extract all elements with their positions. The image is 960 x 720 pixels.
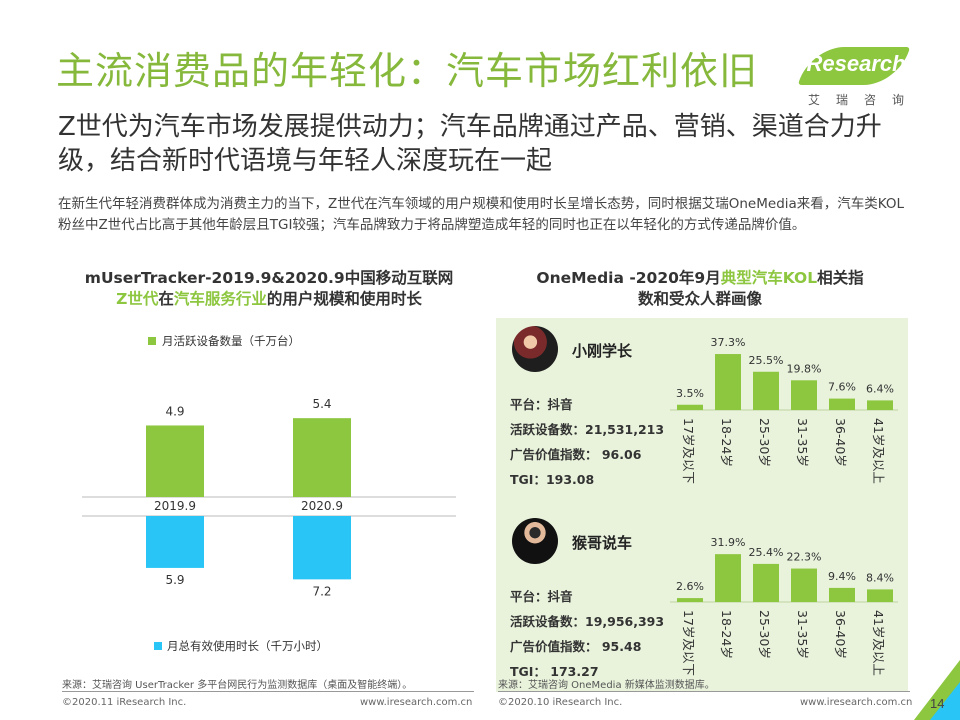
x-tick-label-2020.9: 2020.9: [301, 499, 343, 513]
bar-usage-hours-2019.9: [146, 516, 204, 568]
kol-age-tick-label-3: 31-35岁: [795, 610, 810, 659]
right-title-text-1: OneMedia -2020年9月: [536, 269, 721, 287]
legend-label-active-devices: 月活跃设备数量（千万台）: [162, 334, 300, 348]
kol-2-tgi: TGI： 173.27: [510, 664, 599, 679]
left-title-highlight-1: Z世代: [116, 290, 159, 308]
kol-1-name: 小刚学长: [572, 342, 633, 360]
kol-bar-value-label-3: 19.8%: [787, 362, 822, 375]
kol-age-tick-label-4: 36-40岁: [833, 418, 848, 467]
kol-1-age-bar-chart: 3.5% 17岁及以下 37.3% 18-24岁 25.5% 25-30岁 19.8% 31-…: [670, 336, 898, 484]
data-label-active-devices-2020.9: 5.4: [312, 397, 331, 411]
logo-wordmark: iResearch: [800, 51, 906, 76]
kol-age-tick-label-1: 18-24岁: [719, 418, 734, 467]
left-footer-divider: [62, 691, 474, 692]
data-label-usage-hours-2019.9: 5.9: [165, 573, 184, 587]
kol-bar-4: [829, 398, 855, 410]
bar-active-devices-2019.9: [146, 425, 204, 497]
right-title-text-2: 相关指: [817, 269, 864, 287]
left-title-highlight-2: 汽车服务行业: [173, 290, 267, 308]
kol-age-tick-label-1: 18-24岁: [719, 610, 734, 659]
kol-age-tick-label-0: 17岁及以下: [681, 610, 696, 676]
right-copyright: ©2020.10 iResearch Inc.: [498, 697, 623, 708]
kol-bar-5: [867, 400, 893, 410]
right-chart-title: OneMedia -2020年9月典型汽车KOL相关指 数和受众人群画像: [490, 268, 910, 310]
data-label-usage-hours-2020.9: 7.2: [312, 584, 331, 598]
kol-bar-value-label-4: 7.6%: [828, 381, 856, 394]
kol-bar-2: [753, 371, 779, 410]
bar-usage-hours-2020.9: [293, 516, 351, 580]
kol-age-tick-label-2: 25-30岁: [757, 418, 772, 467]
kol-bar-value-label-0: 3.5%: [676, 387, 704, 400]
kol-bar-0: [677, 404, 703, 410]
kol-age-tick-label-2: 25-30岁: [757, 610, 772, 659]
page-title: 主流消费品的年轻化：汽车市场红利依旧: [56, 49, 759, 93]
kol-2-ad-index: 广告价值指数： 95.48: [510, 639, 642, 654]
kol-1-platform: 平台：抖音: [510, 397, 573, 412]
right-source-note: 来源：艾瑞咨询 OneMedia 新媒体监测数据库。: [498, 680, 715, 691]
right-chart-title-line1: OneMedia -2020年9月典型汽车KOL相关指: [490, 268, 910, 289]
corner-decoration: [914, 660, 960, 720]
kol-2-age-bar-chart: 2.6% 17岁及以下 31.9% 18-24岁 25.4% 25-30岁 22.3% 31-…: [670, 536, 898, 676]
left-chart-title: mUserTracker-2019.9&2020.9中国移动互联网 Z世代在汽车…: [64, 268, 474, 310]
legend-label-usage-hours: 月总有效使用时长（千万小时）: [167, 639, 328, 653]
kol-2-devices: 活跃设备数：19,956,393: [510, 614, 665, 629]
kol-2-avatar: [512, 518, 558, 564]
kol-2-name: 猴哥说车: [572, 534, 633, 552]
kol-1-avatar: [512, 326, 558, 372]
left-website: www.iresearch.com.cn: [360, 697, 473, 708]
iresearch-logo: iResearch 艾瑞咨询: [794, 47, 912, 117]
kol-bar-4: [829, 587, 855, 602]
legend-swatch-usage-hours: [154, 642, 162, 650]
kol-bar-value-label-5: 6.4%: [866, 382, 894, 395]
left-source-note: 来源：艾瑞咨询 UserTracker 多平台网民行为监测数据库（桌面及智能终端…: [62, 680, 413, 691]
legend-swatch-active-devices: [148, 337, 156, 345]
kol-2-platform: 平台：抖音: [510, 589, 573, 604]
kol-panel: 小刚学长 平台：抖音 活跃设备数：21,531,213 广告价值指数： 96.0…: [496, 318, 908, 692]
intro-paragraph: 在新生代年轻消费群体成为消费主力的当下，Z世代在汽车领域的用户规模和使用时长呈增…: [58, 196, 905, 233]
kol-age-tick-label-3: 31-35岁: [795, 418, 810, 467]
kol-bar-value-label-5: 8.4%: [866, 571, 894, 584]
kol-age-tick-label-5: 41岁及以上: [871, 610, 886, 676]
kol-bar-value-label-4: 9.4%: [828, 570, 856, 583]
bar-active-devices-2020.9: [293, 418, 351, 497]
kol-bar-value-label-3: 22.3%: [787, 551, 822, 564]
kol-bar-value-label-1: 37.3%: [711, 336, 746, 349]
page-number: 14: [930, 696, 945, 711]
left-title-text-2: 的用户规模和使用时长: [266, 290, 422, 308]
right-website: www.iresearch.com.cn: [800, 697, 913, 708]
left-chart-title-line2: Z世代在汽车服务行业的用户规模和使用时长: [64, 289, 474, 310]
kol-bar-2: [753, 563, 779, 602]
kol-bar-5: [867, 589, 893, 602]
kol-bar-value-label-0: 2.6%: [676, 580, 704, 593]
kol-1-tgi: TGI：193.08: [510, 472, 595, 487]
kol-bar-value-label-2: 25.4%: [749, 546, 784, 559]
data-label-active-devices-2019.9: 4.9: [165, 404, 184, 418]
kol-bar-value-label-2: 25.5%: [749, 354, 784, 367]
kol-2-stats: 平台：抖音 活跃设备数：19,956,393 广告价值指数： 95.48 TGI…: [510, 584, 664, 684]
x-tick-label-2019.9: 2019.9: [154, 499, 196, 513]
kol-bar-1: [715, 354, 741, 410]
right-title-highlight: 典型汽车KOL: [720, 269, 818, 287]
kol-bar-0: [677, 598, 703, 602]
kol-1-stats: 平台：抖音 活跃设备数：21,531,213 广告价值指数： 96.06 TGI…: [510, 392, 664, 492]
kol-age-tick-label-5: 41岁及以上: [871, 418, 886, 484]
kol-bar-3: [791, 380, 817, 410]
right-footer-divider: [498, 691, 910, 692]
left-chart-title-line1: mUserTracker-2019.9&2020.9中国移动互联网: [84, 269, 454, 287]
left-title-text-1: 在: [158, 290, 174, 308]
kol-1-devices: 活跃设备数：21,531,213: [510, 422, 665, 437]
kol-1-ad-index: 广告价值指数： 96.06: [510, 447, 642, 462]
page-subtitle: Z世代为汽车市场发展提供动力；汽车品牌通过产品、营销、渠道合力升级，结合新时代语…: [58, 112, 882, 176]
kol-bar-1: [715, 554, 741, 602]
kol-card-2: 猴哥说车 平台：抖音 活跃设备数：19,956,393 广告价值指数： 95.4…: [496, 510, 908, 692]
left-copyright: ©2020.11 iResearch Inc.: [62, 697, 187, 708]
logo-chinese-name: 艾瑞咨询: [808, 93, 904, 107]
left-diverging-bar-chart: 月活跃设备数量（千万台） 4.9 2019.9 5.9 5.4 2020.9 7.2 月总有效…: [82, 334, 456, 653]
right-chart-title-line2: 数和受众人群画像: [637, 290, 762, 308]
kol-card-1: 小刚学长 平台：抖音 活跃设备数：21,531,213 广告价值指数： 96.0…: [496, 318, 908, 500]
kol-bar-3: [791, 568, 817, 602]
kol-age-tick-label-0: 17岁及以下: [681, 418, 696, 484]
kol-age-tick-label-4: 36-40岁: [833, 610, 848, 659]
kol-bar-value-label-1: 31.9%: [711, 536, 746, 549]
